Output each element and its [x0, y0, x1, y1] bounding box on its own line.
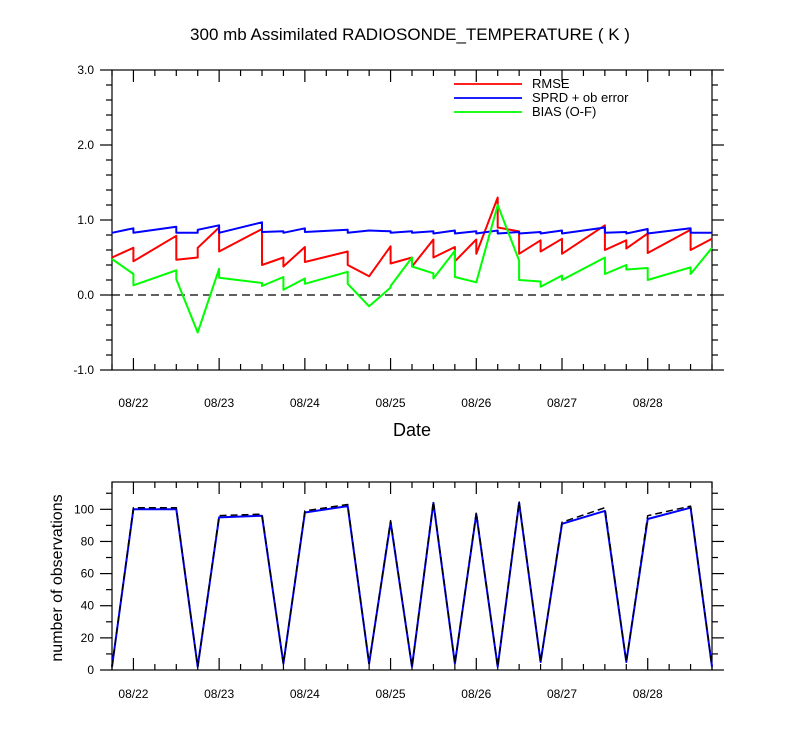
y-tick-label: 1.0: [77, 213, 94, 227]
bottom-plot: 08/22 08/23 08/24 08/25 08/26 08/27 08/28 0 20 40…: [49, 481, 724, 701]
y-tick-label: -1.0: [73, 363, 94, 377]
series-line-possible: [111, 500, 713, 668]
x-tick-label: 08/23: [204, 687, 234, 701]
y-tick-label: 100: [74, 502, 94, 516]
legend-entry: RMSE: [532, 76, 570, 91]
y-tick-label: 60: [81, 567, 95, 581]
legend-entry: SPRD + ob error: [532, 90, 629, 105]
x-tick-label: 08/22: [118, 396, 148, 410]
y-tick-label: 0: [87, 663, 94, 677]
series-line-rmse: [111, 196, 713, 278]
y-tick-label: 3.0: [77, 63, 94, 77]
x-tick-label: 08/26: [461, 687, 491, 701]
x-tick-label: 08/26: [461, 396, 491, 410]
y-tick-label: 2.0: [77, 138, 94, 152]
x-tick-label: 08/23: [204, 396, 234, 410]
series-line-sprd-ob-error: [111, 221, 712, 235]
legend-entry: BIAS (O-F): [532, 104, 596, 119]
y-tick-label: 80: [81, 534, 95, 548]
y-tick-label: 20: [81, 631, 95, 645]
y-tick-label: 0.0: [77, 288, 94, 302]
x-tick-label: 08/28: [633, 396, 663, 410]
top-plot-series: [111, 196, 713, 334]
top-plot-axes: 08/22 08/23 08/24 08/25 08/26 08/27 08/28 -1.0 0…: [73, 63, 724, 410]
x-axis-label: Date: [393, 420, 431, 440]
y-tick-label: 40: [81, 599, 95, 613]
x-tick-label: 08/22: [118, 687, 148, 701]
top-plot: 08/22 08/23 08/24 08/25 08/26 08/27 08/28 -1.0 0…: [73, 63, 724, 440]
bottom-y-axis-label: number of observations: [49, 494, 66, 661]
bottom-plot-axes: 08/22 08/23 08/24 08/25 08/26 08/27 08/28 0 20 40…: [74, 481, 724, 701]
x-tick-label: 08/27: [547, 687, 577, 701]
series-line-assimilated: [111, 501, 713, 668]
x-tick-label: 08/28: [633, 687, 663, 701]
top-chart-title: 300 mb Assimilated RADIOSONDE_TEMPERATUR…: [190, 25, 630, 44]
x-tick-label: 08/24: [290, 396, 320, 410]
x-tick-label: 08/24: [290, 687, 320, 701]
x-tick-label: 08/25: [376, 396, 406, 410]
bottom-plot-series: [111, 500, 713, 668]
x-tick-label: 08/27: [547, 396, 577, 410]
series-line-bias-o-f: [111, 204, 713, 334]
plot-frame: [111, 69, 713, 371]
x-tick-label: 08/25: [376, 687, 406, 701]
